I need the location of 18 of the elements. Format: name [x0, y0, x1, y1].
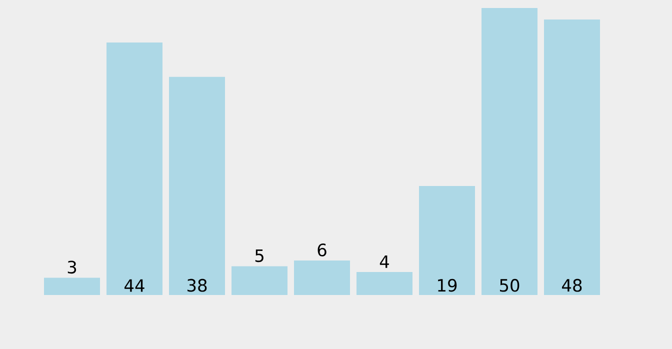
data-label: 6: [318, 243, 326, 256]
bar: [232, 266, 288, 295]
bar: [482, 8, 538, 295]
data-label: 5: [255, 249, 264, 262]
data-label: 38: [187, 278, 207, 292]
bar: [294, 260, 350, 295]
data-label: 4: [380, 255, 389, 268]
data-label: 50: [500, 278, 520, 292]
bar: [169, 76, 225, 295]
bar: [544, 19, 600, 295]
data-label: 19: [438, 278, 457, 292]
bar: [44, 278, 100, 295]
data-label: 44: [124, 279, 144, 292]
bar: [106, 42, 162, 295]
bar: [356, 272, 412, 295]
bar: [419, 186, 475, 295]
data-label: 3: [68, 260, 76, 274]
data-label: 48: [562, 278, 582, 292]
